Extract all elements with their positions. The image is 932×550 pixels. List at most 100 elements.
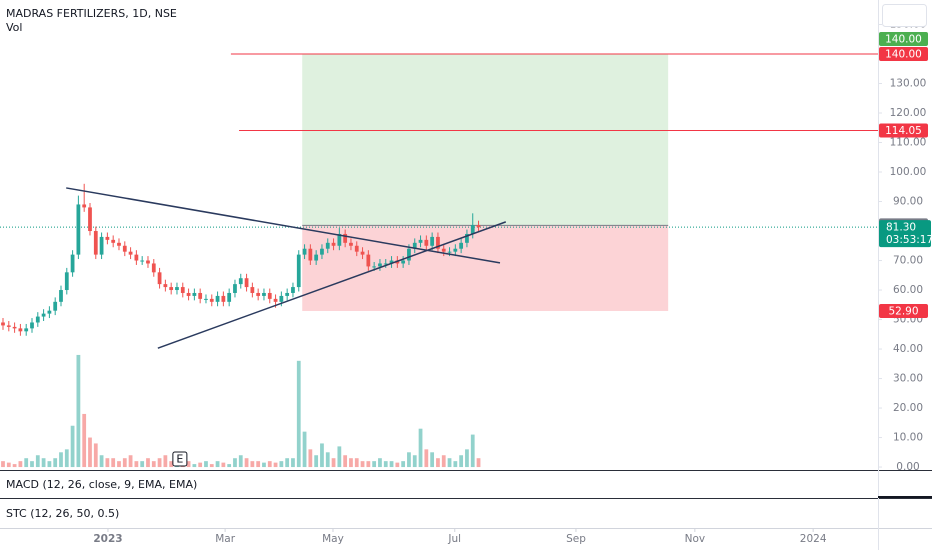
- candle-body: [82, 204, 87, 208]
- candle-body: [453, 248, 458, 252]
- candle-body: [383, 263, 388, 265]
- chart-title: MADRAS FERTILIZERS, 1D, NSE: [6, 7, 177, 20]
- volume-bar: [424, 449, 429, 468]
- candle-body: [436, 236, 440, 249]
- candle-body: [430, 236, 435, 246]
- current-price-tag: [879, 220, 931, 248]
- volume-bar: [267, 461, 272, 468]
- volume-bar: [12, 464, 17, 468]
- volume-bar: [146, 458, 150, 468]
- volume-bar: [279, 461, 284, 468]
- volume-bar: [291, 458, 295, 468]
- volume-bar: [320, 443, 324, 468]
- candle-body: [372, 266, 377, 268]
- candle-body: [244, 278, 249, 288]
- plot-layer: 0.0010.0020.0030.0040.0050.0060.0070.008…: [0, 18, 932, 545]
- volume-bar: [331, 458, 336, 468]
- candle-body: [337, 233, 342, 246]
- volume-bar: [93, 443, 98, 468]
- trend-line: [157, 221, 507, 349]
- candle-body: [111, 239, 116, 243]
- candle-body: [175, 287, 179, 291]
- indicator-label: STC (12, 26, 50, 0.5): [6, 507, 119, 520]
- candle-body: [308, 248, 313, 261]
- volume-bar: [163, 455, 168, 468]
- volume-bar: [470, 434, 475, 468]
- candle-body: [169, 287, 174, 291]
- candle-body: [209, 298, 214, 302]
- volume-bar: [215, 461, 220, 468]
- candle-body: [459, 242, 464, 249]
- volume-bar: [122, 458, 127, 468]
- price-tag-label: 52.90: [888, 305, 918, 317]
- volume-bar: [296, 360, 301, 468]
- price-tag: [879, 31, 928, 46]
- x-tick-label: 2024: [800, 533, 827, 545]
- price-tag: [879, 123, 928, 138]
- candle-body: [407, 248, 411, 261]
- candle-body: [128, 251, 133, 255]
- candle-body: [424, 239, 429, 246]
- volume-bar: [198, 462, 203, 468]
- candle-body: [296, 254, 301, 288]
- candle-body: [105, 236, 110, 240]
- volume-bar: [18, 461, 23, 468]
- candle-body: [221, 295, 226, 302]
- candle-body: [354, 245, 359, 252]
- candle-body: [1, 322, 5, 326]
- volume-bar: [30, 461, 34, 468]
- candle-body: [204, 298, 208, 300]
- volume-bar: [6, 462, 11, 468]
- volume-bar: [441, 455, 446, 468]
- settings-button[interactable]: [882, 4, 927, 27]
- volume-bar: [250, 461, 255, 468]
- candle-body: [35, 316, 40, 323]
- candle-body: [279, 295, 284, 302]
- volume-bar: [447, 458, 452, 468]
- candle-body: [285, 292, 290, 296]
- volume-bar: [453, 461, 458, 468]
- volume-bar: [285, 458, 290, 468]
- volume-bar: [244, 458, 249, 468]
- volume-bar: [343, 455, 348, 468]
- y-tick-label: 0.00: [896, 461, 919, 473]
- countdown: 03:53:17: [886, 234, 932, 246]
- candle-body: [233, 284, 237, 293]
- volume-bar: [111, 458, 116, 468]
- volume-bar: [256, 461, 261, 468]
- volume-bar: [302, 431, 307, 468]
- profit-zone: [302, 53, 669, 226]
- y-tick-label: 130.00: [890, 77, 927, 89]
- candle-body: [117, 242, 121, 246]
- y-tick-label: 100.00: [890, 166, 927, 178]
- volume-bar: [389, 461, 394, 468]
- candle-body: [93, 231, 98, 255]
- volume-bar: [325, 452, 330, 468]
- volume-bar: [337, 446, 342, 468]
- y-tick-label: 30.00: [893, 373, 923, 385]
- candle-body: [418, 239, 423, 243]
- volume-bar: [418, 428, 423, 468]
- volume-bar: [35, 455, 40, 468]
- volume-bar: [407, 452, 411, 468]
- candle-body: [186, 292, 191, 296]
- volume-bar: [227, 464, 232, 468]
- candle-body: [378, 263, 382, 267]
- volume-bar: [99, 455, 104, 468]
- volume-bar: [70, 425, 75, 468]
- volume-bar: [233, 458, 237, 468]
- event-marker-label: E: [176, 453, 183, 466]
- x-tick-label: Mar: [215, 533, 235, 545]
- volume-bar: [151, 461, 156, 468]
- candle-body: [70, 254, 75, 273]
- candle-body: [291, 287, 295, 293]
- candle-body: [30, 322, 34, 329]
- volume-bar: [134, 461, 139, 468]
- price-tag-label: 140.00: [885, 33, 922, 45]
- candle-body: [401, 260, 406, 264]
- volume-bar: [459, 455, 464, 468]
- volume-bar: [221, 462, 226, 468]
- candle-body: [314, 254, 319, 261]
- candle-body: [412, 242, 417, 249]
